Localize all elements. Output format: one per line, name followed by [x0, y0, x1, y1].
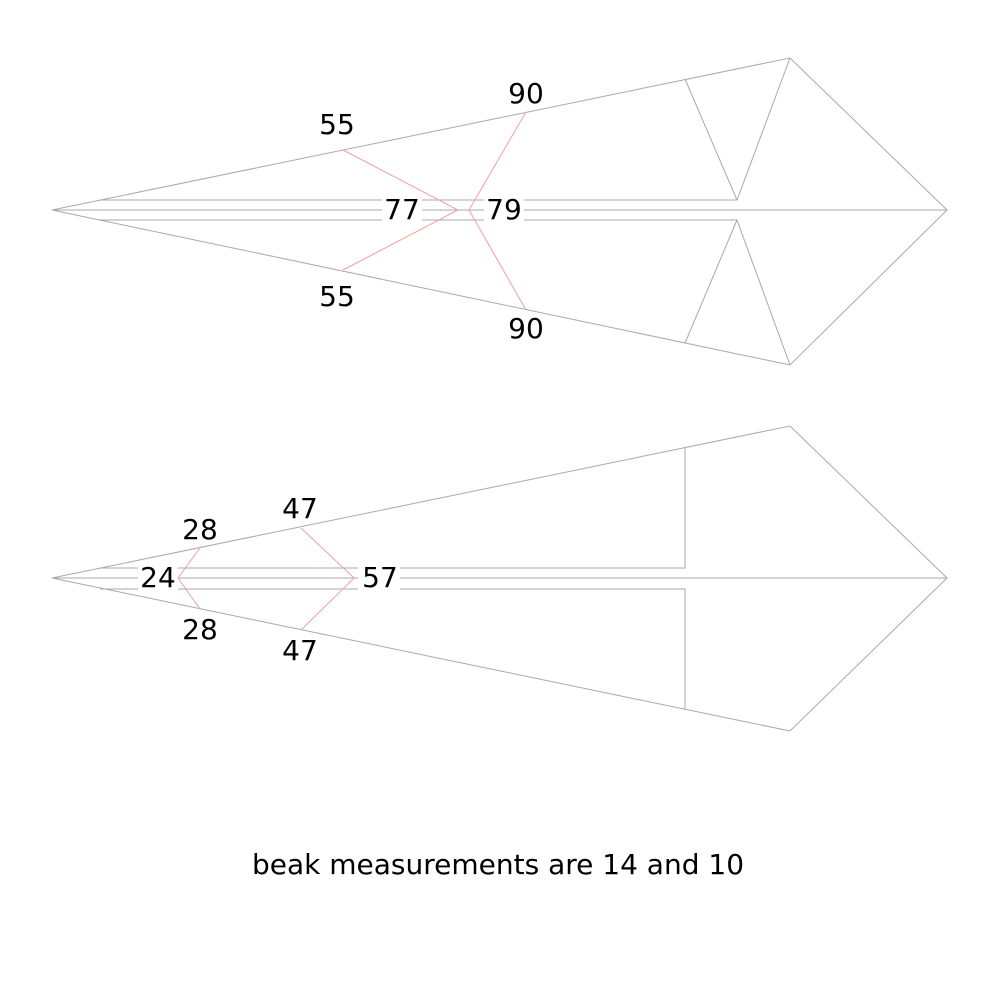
- bottom-label-upper-outer: 47: [282, 492, 318, 525]
- bottom-lower-rail: [100, 588, 686, 709]
- top-label-lower-outer: 90: [508, 312, 544, 345]
- top-upper-wing-crease: [684, 78, 738, 201]
- top-label-upper-outer: 90: [508, 77, 544, 110]
- bottom-upper-rail: [100, 448, 686, 569]
- top-label-center-left: 77: [384, 193, 420, 226]
- bottom-label-lower-outer: 47: [282, 634, 318, 667]
- top-outer-cut: [468, 111, 527, 311]
- caption: beak measurements are 14 and 10: [252, 848, 744, 881]
- bottom-label-upper-inner: 28: [182, 513, 218, 546]
- top-label-lower-inner: 55: [319, 280, 355, 313]
- top-label-upper-inner: 55: [319, 108, 355, 141]
- top-inner-cut: [342, 149, 460, 271]
- bottom-label-lower-inner: 28: [182, 613, 218, 646]
- top-label-center-right: 79: [486, 193, 522, 226]
- bottom-label-center-right: 57: [362, 561, 398, 594]
- top-diagram: 55 90 55 90 77 79: [51, 57, 948, 366]
- top-lower-wing-crease: [684, 219, 738, 344]
- bottom-diagram: 28 47 28 47 24 57: [51, 425, 948, 732]
- bottom-label-center-left: 24: [140, 561, 176, 594]
- bottom-outer-cut: [300, 527, 355, 631]
